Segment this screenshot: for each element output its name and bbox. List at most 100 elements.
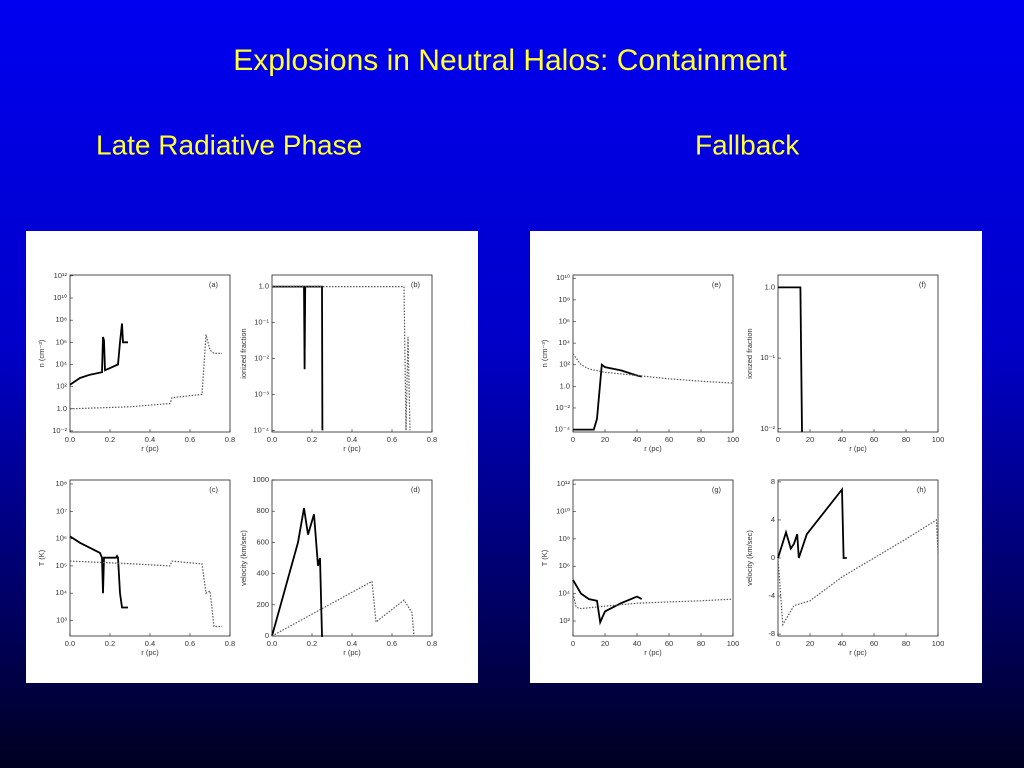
heading: Late Radiative Phase: [96, 129, 362, 160]
y-tick-label: 10¹⁰: [53, 293, 67, 302]
panel-label: (h): [917, 485, 927, 494]
y-tick-label: 10⁻¹: [254, 318, 269, 327]
data-line: [272, 286, 411, 431]
slide-title: Explosions in Neutral Halos: Containment: [233, 44, 787, 77]
x-axis-label: r (pc): [141, 648, 159, 657]
y-tick-label: 10¹⁰: [556, 506, 570, 515]
y-tick-label: 10²: [559, 616, 570, 625]
panel-label: (g): [712, 485, 722, 494]
x-tick-label: 0.0: [65, 639, 75, 648]
y-tick-label: 10⁻²: [760, 424, 775, 433]
y-tick-label: 10⁶: [559, 316, 570, 325]
y-tick-label: 10⁸: [558, 295, 570, 304]
x-tick-label: 0: [571, 639, 575, 648]
y-tick-label: 10³: [56, 615, 67, 624]
x-tick-label: 80: [697, 639, 705, 648]
x-tick-label: 20: [601, 435, 609, 444]
x-tick-label: 0.0: [65, 435, 75, 444]
x-axis-label: r (pc): [849, 444, 867, 453]
y-tick-label: 0: [771, 553, 775, 562]
x-tick-label: 80: [902, 435, 910, 444]
y-tick-label: 10⁴: [55, 588, 67, 597]
x-tick-label: 40: [633, 639, 641, 648]
x-tick-label: 0: [571, 435, 575, 444]
x-tick-label: 0.6: [185, 435, 195, 444]
y-tick-label: 10⁸: [558, 534, 570, 543]
y-tick-label: 10⁸: [55, 315, 67, 324]
panel-label: (f): [919, 280, 927, 289]
x-tick-label: 20: [806, 639, 814, 648]
panel-label: (b): [411, 280, 421, 289]
x-tick-label: 0.6: [387, 639, 397, 648]
figure-panel: [530, 231, 982, 683]
x-tick-label: 40: [838, 435, 846, 444]
x-tick-label: 0.2: [307, 435, 317, 444]
x-axis-label: r (pc): [644, 444, 662, 453]
y-axis-label: ionized fraction: [239, 328, 248, 378]
data-line: [777, 486, 847, 559]
x-tick-label: 0.4: [145, 639, 155, 648]
y-axis-label: T (K): [37, 549, 46, 566]
panel-label: (e): [712, 280, 722, 289]
x-tick-label: 100: [932, 639, 945, 648]
y-tick-label: 1.0: [57, 404, 67, 413]
data-line: [69, 535, 128, 609]
data-line: [572, 353, 734, 384]
y-tick-label: 10⁻²: [254, 353, 269, 362]
x-tick-label: 0.0: [267, 639, 277, 648]
y-tick-label: -4: [768, 591, 775, 600]
y-tick-label: 1000: [252, 475, 269, 484]
y-tick-label: 10²: [56, 382, 67, 391]
x-tick-label: 60: [870, 435, 878, 444]
x-tick-label: 0.0: [267, 435, 277, 444]
data-line: [69, 334, 222, 410]
plot-frame: [572, 274, 734, 433]
data-line: [272, 285, 324, 431]
y-tick-label: 400: [256, 569, 269, 578]
x-tick-label: 0.6: [185, 639, 195, 648]
x-tick-label: 0.6: [387, 435, 397, 444]
x-tick-label: 0.4: [347, 435, 357, 444]
x-tick-label: 40: [633, 435, 641, 444]
y-tick-label: 10⁻⁴: [253, 425, 269, 434]
panel-label: (a): [209, 280, 219, 289]
x-tick-label: 0.8: [427, 435, 437, 444]
y-tick-label: 10⁸: [55, 479, 67, 488]
x-tick-label: 80: [697, 435, 705, 444]
y-tick-label: 10⁶: [56, 337, 67, 346]
y-tick-label: 10¹²: [54, 271, 68, 280]
y-tick-label: 10⁻³: [254, 389, 269, 398]
y-tick-label: 1.0: [560, 381, 570, 390]
y-tick-label: 10⁷: [56, 506, 67, 515]
x-tick-label: 100: [932, 435, 945, 444]
y-tick-label: 10¹²: [557, 479, 571, 488]
y-tick-label: 800: [256, 506, 269, 515]
x-tick-label: 0: [776, 639, 780, 648]
x-axis-label: r (pc): [644, 648, 662, 657]
x-tick-label: 0.8: [427, 639, 437, 648]
y-tick-label: 10⁻¹: [760, 353, 775, 362]
y-tick-label: 4: [771, 515, 775, 524]
y-tick-label: -8: [768, 629, 775, 638]
y-tick-label: 10⁻²: [52, 426, 67, 435]
x-tick-label: 60: [870, 639, 878, 648]
y-tick-label: 10⁴: [558, 589, 570, 598]
y-tick-label: 1.0: [765, 282, 775, 291]
x-axis-label: r (pc): [141, 444, 159, 453]
y-tick-label: 600: [256, 537, 269, 546]
y-tick-label: 1.0: [259, 282, 269, 291]
x-tick-label: 60: [665, 639, 673, 648]
y-tick-label: 10⁶: [559, 561, 570, 570]
y-tick-label: 8: [771, 477, 775, 486]
data-line: [271, 507, 323, 637]
plot-frame: [572, 479, 734, 637]
x-tick-label: 0.4: [145, 435, 155, 444]
data-line: [69, 323, 128, 386]
x-tick-label: 60: [665, 435, 673, 444]
panel-label: (c): [209, 485, 218, 494]
x-tick-label: 0.2: [307, 639, 317, 648]
data-line: [778, 286, 803, 433]
x-tick-label: 100: [727, 435, 740, 444]
